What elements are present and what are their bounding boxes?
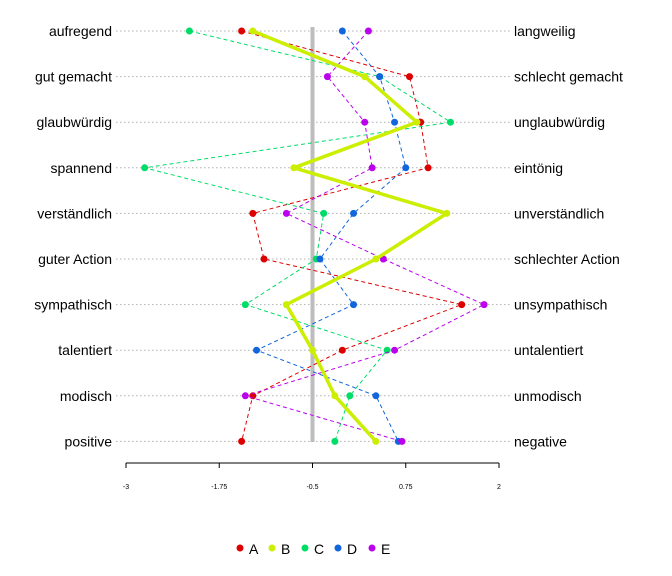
legend-label-A: A [249,541,259,557]
legend-marker-C [301,544,309,552]
point-D [376,73,384,81]
point-E [361,118,369,126]
left-label: gut gemacht [35,69,112,85]
point-D [350,301,358,309]
point-B [282,301,290,309]
series-group [141,27,488,445]
left-label: sympathisch [34,297,112,313]
point-B [331,392,339,400]
point-A [458,301,466,309]
point-E [364,27,372,35]
x-tick-label: -3 [123,484,129,491]
point-E [480,301,488,309]
right-label: langweilig [514,23,575,39]
point-C [320,209,328,217]
series-line-B [252,29,449,443]
x-tick-label: -0.5 [306,484,318,491]
point-E [391,346,399,354]
point-D [402,164,410,172]
point-A [260,255,268,263]
left-label: verständlich [37,205,112,221]
x-tick-label: -1.75 [211,484,227,491]
point-D [350,209,358,217]
point-E [282,209,290,217]
point-C [383,346,391,354]
right-label: unmodisch [514,388,582,404]
point-B [249,27,257,35]
legend-label-C: C [314,541,324,557]
point-D [253,346,261,354]
point-D [391,118,399,126]
series-line-A [241,30,463,442]
point-A [238,437,246,445]
legend-label-D: D [347,541,357,557]
row-labels: aufregend gut gemacht glaubwürdig spannend v… [34,23,623,449]
legend-marker-B [268,544,276,552]
left-label: spannend [50,160,112,176]
point-E [323,73,331,81]
x-axis: -3 -1.75 -0.5 0.75 2 [123,462,501,491]
point-D [316,255,324,263]
left-label: positive [65,433,113,449]
point-E [398,437,406,445]
point-B [372,437,380,445]
point-A [249,209,257,217]
point-D [372,392,380,400]
point-A [338,346,346,354]
legend-label-B: B [281,541,290,557]
legend-label-E: E [381,541,390,557]
right-label: unsympathisch [514,297,607,313]
point-C [346,392,354,400]
legend: A B C D E [236,541,390,557]
point-E [241,392,249,400]
left-label: modisch [60,388,112,404]
point-A [405,73,413,81]
point-C [141,164,149,172]
point-B [413,118,421,126]
right-label: schlechter Action [514,251,620,267]
point-C [185,27,193,35]
left-label: aufregend [49,23,112,39]
point-D [338,27,346,35]
right-label: schlecht gemacht [514,69,623,85]
point-B [290,164,298,172]
series-line-E [244,30,485,442]
point-B [372,255,380,263]
point-C [241,301,249,309]
series-line-C [144,30,452,442]
x-tick-label: 0.75 [399,484,413,491]
left-label: glaubwürdig [37,114,113,130]
left-label: talentiert [58,342,112,358]
point-A [424,164,432,172]
point-A [238,27,246,35]
right-label: eintönig [514,160,563,176]
point-C [331,437,339,445]
legend-marker-E [368,544,376,552]
legend-marker-D [334,544,342,552]
series-line-D [256,30,407,442]
left-label: guter Action [38,251,112,267]
right-label: unglaubwürdig [514,114,605,130]
point-B [361,73,369,81]
point-E [368,164,376,172]
point-B [443,209,451,217]
right-label: untalentiert [514,342,583,358]
legend-marker-A [236,544,244,552]
right-label: negative [514,433,567,449]
x-tick-label: 2 [497,484,501,491]
point-B [309,346,316,354]
point-C [447,118,455,126]
right-label: unverständlich [514,205,604,221]
